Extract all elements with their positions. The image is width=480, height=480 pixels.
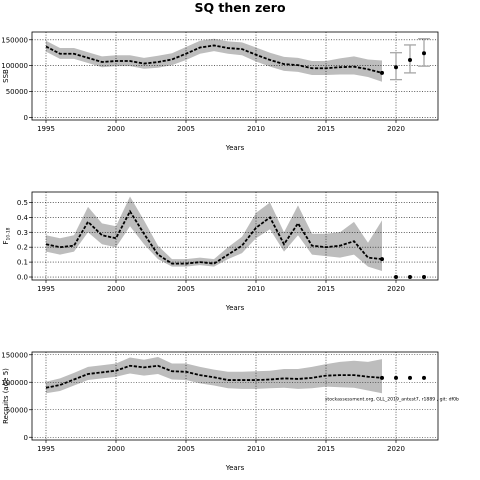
forecast-point (408, 275, 412, 280)
y-tick-label: 100000 (1, 379, 28, 387)
y-tick-label: 0.0 (17, 274, 28, 282)
forecast-point (422, 51, 426, 56)
y-tick-label: 50000 (6, 88, 28, 96)
y-tick-label: 150000 (1, 36, 28, 44)
y-axis-label: Recruits (age 5) (2, 368, 10, 424)
forecast-point (408, 57, 412, 62)
x-tick-label: 2000 (107, 285, 125, 293)
x-tick-label: 2015 (317, 285, 335, 293)
figure-title: SQ then zero (194, 0, 286, 15)
x-tick-label: 2000 (107, 445, 125, 453)
plot-area (32, 32, 438, 120)
confidence-band (46, 196, 382, 272)
axes-frame (31, 31, 439, 121)
x-tick-label: 2020 (387, 285, 405, 293)
y-tick-label: 100000 (1, 62, 28, 70)
x-tick-label: 2015 (317, 445, 335, 453)
axes-frame (31, 351, 439, 441)
forecast-point (394, 65, 398, 70)
x-axis-label: Years (225, 464, 245, 472)
y-tick-label: 0 (24, 434, 28, 442)
x-tick-label: 2000 (107, 125, 125, 133)
x-tick-label: 2010 (247, 285, 265, 293)
estimate-line (45, 44, 383, 74)
last-estimate-point (380, 70, 384, 75)
y-tick-label: 0.4 (17, 214, 29, 222)
y-axis-label: F10-18 (2, 227, 12, 244)
x-tick-label: 2010 (247, 125, 265, 133)
forecast-point (394, 275, 398, 280)
forecast-point (394, 375, 398, 380)
y-axis-label: SSB (2, 69, 10, 83)
x-tick-label: 2005 (177, 125, 195, 133)
x-tick-label: 2005 (177, 285, 195, 293)
forecast-point (422, 375, 426, 380)
x-tick-label: 2005 (177, 445, 195, 453)
y-tick-label: 150000 (1, 351, 28, 359)
panel-2: 1995 2000 2005 2010 2015 2020 0.0 0.1 0.2 0.3 0.4 0… (2, 191, 439, 312)
y-axis-label-subscript: 10-18 (6, 227, 12, 240)
confidence-band (46, 356, 382, 394)
forecast-point (408, 375, 412, 380)
y-tick-label: 0.1 (17, 259, 28, 267)
panel-1: 1995 2000 2005 2010 2015 2020 0 50000 100000 1500… (1, 31, 439, 152)
last-estimate-point (380, 257, 384, 262)
last-estimate-point (380, 375, 384, 380)
x-tick-label: 2020 (387, 445, 405, 453)
estimate-line (45, 364, 383, 389)
y-tick-label: 0.2 (17, 244, 28, 252)
forecast-point (422, 275, 426, 280)
footnote: stockassessment.org, GLL_2019_antest7, r… (325, 397, 459, 403)
plot-area (32, 352, 438, 440)
confidence-band (46, 38, 382, 82)
panel-3: 1995 2000 2005 2010 2015 2020 0 50000 100000 1500… (1, 351, 439, 472)
x-tick-label: 1995 (37, 285, 55, 293)
axes-frame (31, 191, 439, 281)
x-tick-label: 1995 (37, 445, 55, 453)
estimate-line (45, 209, 383, 265)
y-tick-label: 0.5 (17, 199, 28, 207)
x-tick-label: 2020 (387, 125, 405, 133)
x-axis-label: Years (225, 144, 245, 152)
y-tick-label: 0.3 (17, 229, 28, 237)
y-tick-label: 50000 (6, 406, 28, 414)
y-tick-label: 0 (24, 114, 28, 122)
x-tick-label: 1995 (37, 125, 55, 133)
x-tick-label: 2015 (317, 125, 335, 133)
plot-area (32, 192, 438, 280)
x-tick-label: 2010 (247, 445, 265, 453)
x-axis-label: Years (225, 304, 245, 312)
